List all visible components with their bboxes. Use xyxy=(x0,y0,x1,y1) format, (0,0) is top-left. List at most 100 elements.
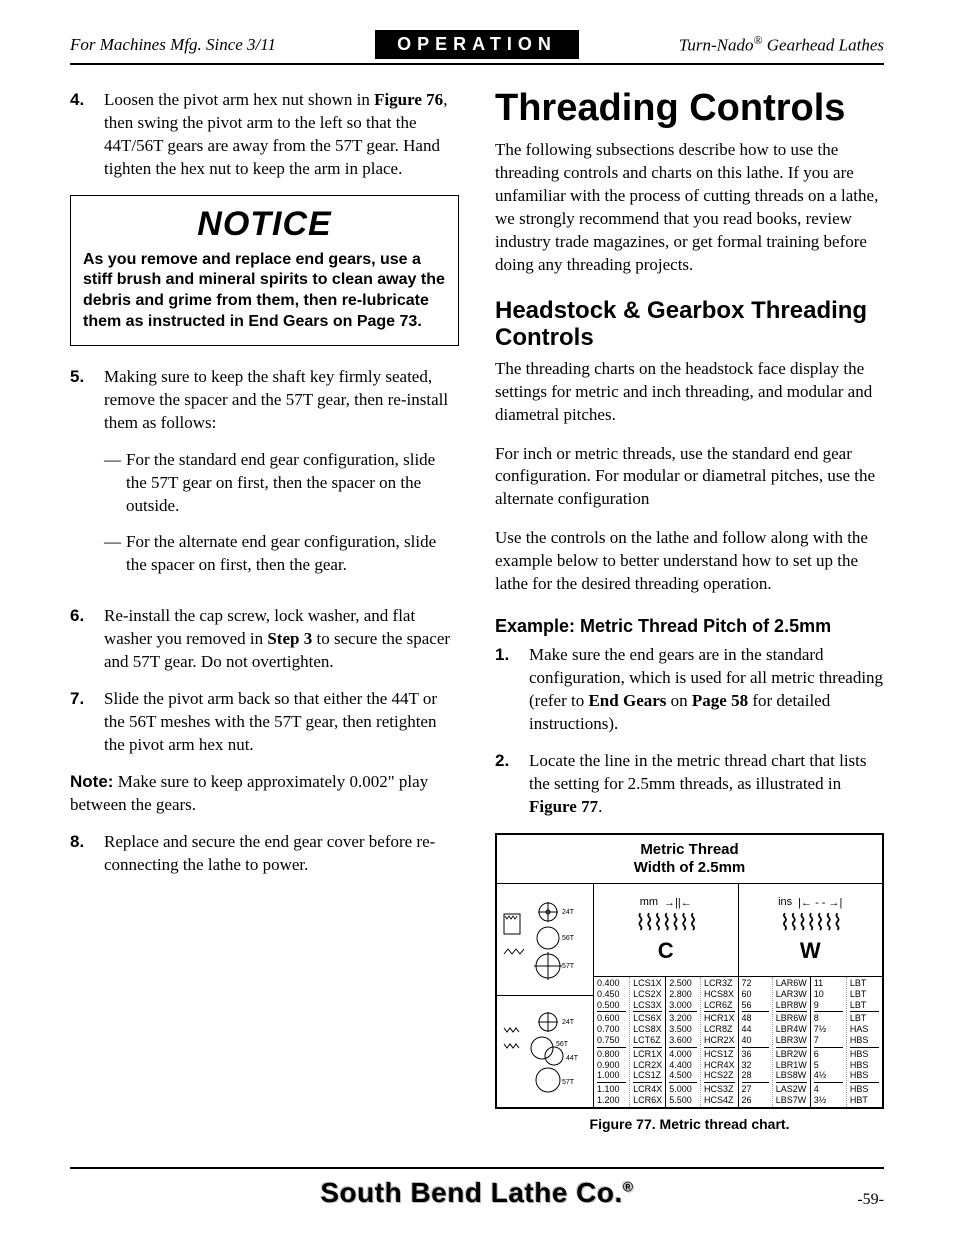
table-cell: LBR6W xyxy=(776,1011,807,1024)
ex2-pre: Locate the line in the metric thread cha… xyxy=(529,751,867,793)
table-cell: 6 xyxy=(814,1047,843,1060)
table-cell: 4 xyxy=(814,1082,843,1095)
p2: For inch or metric threads, use the stan… xyxy=(495,443,884,512)
step6-bold: Step 3 xyxy=(267,629,312,648)
chart-grid: 24T 56T 57T 24T xyxy=(497,883,882,1107)
step-body: Make sure the end gears are in the stand… xyxy=(529,644,884,736)
table-cell: LCR6X xyxy=(633,1095,662,1106)
table-cell: 1.200 xyxy=(597,1095,626,1106)
sub1-text: For the standard end gear configuration,… xyxy=(126,449,459,518)
table-cell: 11 xyxy=(814,978,843,989)
mm-table: 0.4000.4500.5000.6000.7000.7500.8000.900… xyxy=(594,977,738,1107)
ex1-b2: Page 58 xyxy=(692,691,748,710)
notice-body: As you remove and replace end gears, use… xyxy=(83,250,446,333)
table-cell: LCT6Z xyxy=(633,1035,662,1046)
w-letter: W xyxy=(800,936,821,966)
table-cell: 60 xyxy=(742,989,769,1000)
table-cell: LBR4W xyxy=(776,1024,807,1035)
example-step-2: 2. Locate the line in the metric thread … xyxy=(495,750,884,819)
table-cell: LCS3X xyxy=(633,1000,662,1011)
table-cell: 28 xyxy=(742,1070,769,1081)
step-num: 5. xyxy=(70,366,104,592)
table-cell: 0.500 xyxy=(597,1000,626,1011)
table-cell: 3.000 xyxy=(669,1000,697,1011)
table-cell: LCS1X xyxy=(633,978,662,989)
table-cell: 10 xyxy=(814,989,843,1000)
table-cell: 2.500 xyxy=(669,978,697,989)
table-col: 7260564844403632282726 xyxy=(739,977,772,1107)
table-cell: LBT xyxy=(850,978,879,989)
gear-icon: 24T 56T 44T 57T xyxy=(502,1006,588,1096)
table-cell: HCR4X xyxy=(704,1060,735,1071)
table-cell: 4.000 xyxy=(669,1047,697,1060)
table-col-pair: 7260564844403632282726LAR6WLAR3WLBR8WLBR… xyxy=(739,977,810,1107)
table-cell: 3½ xyxy=(814,1095,843,1106)
figure-77-caption: Figure 77. Metric thread chart. xyxy=(495,1115,884,1134)
table-cell: 4½ xyxy=(814,1070,843,1081)
mm-header: mm →||← ⌇⌇⌇⌇⌇⌇⌇ C xyxy=(594,884,738,977)
table-cell: 44 xyxy=(742,1024,769,1035)
table-col: 1110987½7654½43½ xyxy=(811,977,846,1107)
gear-diagram-bottom: 24T 56T 44T 57T xyxy=(497,995,593,1107)
table-cell: 1.100 xyxy=(597,1082,626,1095)
table-cell: HCS8X xyxy=(704,989,735,1000)
table-cell: 40 xyxy=(742,1035,769,1046)
thread-icon: ⌇⌇⌇⌇⌇⌇⌇ xyxy=(780,912,841,934)
table-cell: LBR8W xyxy=(776,1000,807,1011)
header-left: For Machines Mfg. Since 3/11 xyxy=(70,35,375,55)
step5-sub2: — For the alternate end gear configurati… xyxy=(104,531,459,577)
step-num: 8. xyxy=(70,831,104,877)
svg-text:57T: 57T xyxy=(562,1079,575,1086)
table-cell: 0.900 xyxy=(597,1060,626,1071)
table-cell: 5.500 xyxy=(669,1095,697,1106)
ins-table: 7260564844403632282726LAR6WLAR3WLBR8WLBR… xyxy=(739,977,883,1107)
table-cell: HCR1X xyxy=(704,1011,735,1024)
footer-reg: ® xyxy=(623,1179,634,1195)
table-cell: 4.500 xyxy=(669,1070,697,1081)
table-cell: LBT xyxy=(850,989,879,1000)
table-cell: 48 xyxy=(742,1011,769,1024)
step-body: Making sure to keep the shaft key firmly… xyxy=(104,366,459,592)
table-cell: 7 xyxy=(814,1035,843,1046)
svg-text:24T: 24T xyxy=(562,909,575,916)
step-8: 8. Replace and secure the end gear cover… xyxy=(70,831,459,877)
footer-logo-text: South Bend Lathe Co. xyxy=(320,1177,622,1208)
table-cell: LCS6X xyxy=(633,1011,662,1024)
table-cell: LAS2W xyxy=(776,1082,807,1095)
step-6: 6. Re-install the cap screw, lock washer… xyxy=(70,605,459,674)
table-cell: LCS2X xyxy=(633,989,662,1000)
mm-label: mm xyxy=(640,895,658,910)
table-col: 0.4000.4500.5000.6000.7000.7500.8000.900… xyxy=(594,977,629,1107)
table-cell: LCR1X xyxy=(633,1047,662,1060)
p1: The threading charts on the headstock fa… xyxy=(495,358,884,427)
table-cell: LCR2X xyxy=(633,1060,662,1071)
c-letter: C xyxy=(658,936,674,966)
table-cell: LAR3W xyxy=(776,989,807,1000)
svg-text:56T: 56T xyxy=(562,935,575,942)
table-col-pair: 2.5002.8003.0003.2003.5003.6004.0004.400… xyxy=(665,977,737,1107)
example-h3: Example: Metric Thread Pitch of 2.5mm xyxy=(495,614,884,638)
table-cell: 27 xyxy=(742,1082,769,1095)
table-col: LAR6WLAR3WLBR8WLBR6WLBR4WLBR3WLBR2WLBR1W… xyxy=(772,977,810,1107)
table-cell: 7½ xyxy=(814,1024,843,1035)
header-right-pre: Turn-Nado xyxy=(679,36,754,55)
ins-header: ins |← - - →| ⌇⌇⌇⌇⌇⌇⌇ W xyxy=(739,884,883,977)
table-cell: HBS xyxy=(850,1047,879,1060)
table-cell: HCS1Z xyxy=(704,1047,735,1060)
p3: Use the controls on the lathe and follow… xyxy=(495,527,884,596)
table-cell: LCS8X xyxy=(633,1024,662,1035)
footer-logo: South Bend Lathe Co.® xyxy=(70,1177,884,1209)
table-cell: LBR1W xyxy=(776,1060,807,1071)
header-right-reg: ® xyxy=(753,33,762,47)
chart-mm-section: mm →||← ⌇⌇⌇⌇⌇⌇⌇ C 0.4000.4500.5000.6000.… xyxy=(594,884,739,1107)
table-cell: LCR3Z xyxy=(704,978,735,989)
dash: — xyxy=(104,531,126,577)
step5-sub1: — For the standard end gear configuratio… xyxy=(104,449,459,518)
svg-text:57T: 57T xyxy=(562,963,575,970)
svg-text:44T: 44T xyxy=(566,1055,579,1062)
step4-pre: Loosen the pivot arm hex nut shown in xyxy=(104,90,374,109)
table-col-pair: 1110987½7654½43½LBTLBTLBTLBTHASHBSHBSHBS… xyxy=(810,977,882,1107)
table-cell: LBS7W xyxy=(776,1095,807,1106)
page-number: -59- xyxy=(857,1191,884,1209)
table-cell: HCR2X xyxy=(704,1035,735,1046)
